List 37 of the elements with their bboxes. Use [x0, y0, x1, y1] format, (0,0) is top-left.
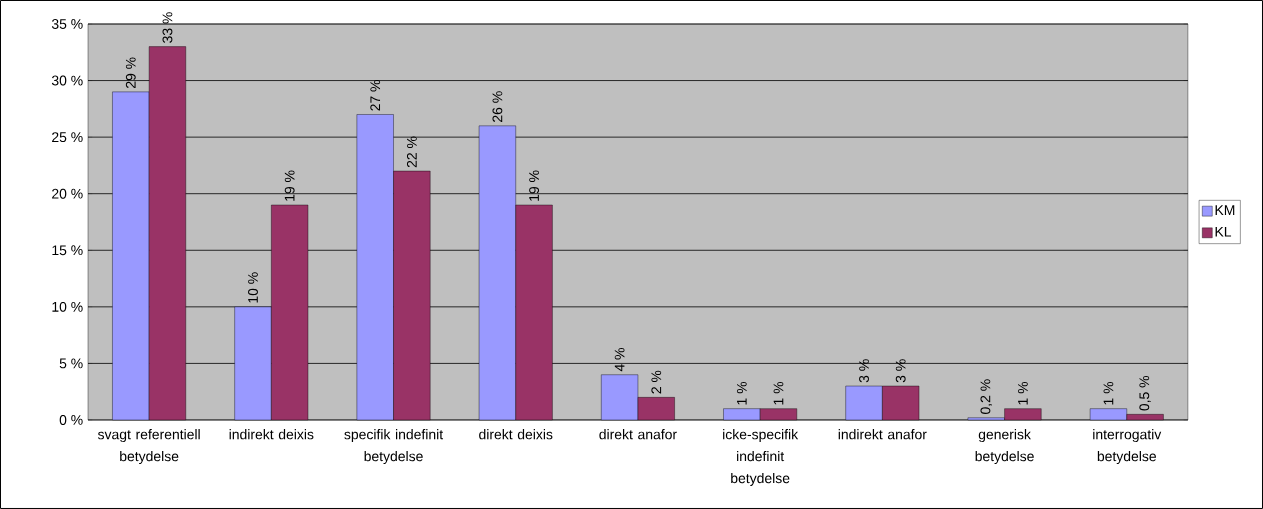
data-label: 10 % [248, 272, 258, 303]
x-tick-label: interrogativ betydelse [1093, 429, 1162, 464]
x-tick-label: generisk betydelse [975, 429, 1034, 464]
y-tick-label: 10 % [52, 301, 83, 312]
data-label: 19 % [284, 170, 295, 201]
x-tick-label: indirekt deixis [229, 429, 314, 440]
x-tick-label: specifik indefinit betydelse [344, 429, 444, 464]
data-label: 27 % [370, 80, 381, 111]
y-tick-label: 0 % [59, 415, 83, 425]
y-tick-label: 15 % [52, 245, 83, 256]
y-tick-label: 20 % [52, 188, 83, 199]
data-label: 3 % [859, 359, 869, 383]
data-label: 19 % [529, 170, 540, 201]
data-label: 0,5 % [1139, 375, 1151, 411]
data-label: 0,2 % [980, 379, 992, 414]
legend-label: KM [1215, 205, 1235, 215]
y-tick-label: 30 % [51, 75, 83, 86]
data-label: 22 % [406, 136, 417, 168]
y-tick-label: 25 % [52, 132, 83, 143]
y-tick-label: 5 % [59, 358, 83, 369]
data-label: 1 % [1018, 381, 1028, 405]
data-label: 4 % [614, 348, 625, 372]
data-label: 1 % [1103, 381, 1114, 405]
legend-label: KL [1215, 226, 1232, 237]
data-label: 33 % [162, 12, 173, 43]
data-label: 26 % [492, 91, 503, 122]
data-label: 29 % [125, 57, 136, 88]
x-tick-label: icke-specifik indefinit betydelse [723, 429, 799, 486]
data-label: 3 % [895, 359, 906, 383]
data-label: 2 % [651, 370, 662, 394]
x-tick-label: direkt deixis [479, 429, 553, 440]
x-tick-label: direkt anafor [599, 429, 677, 440]
data-label: 1 % [773, 381, 784, 405]
x-tick-label: indirekt anafor [838, 429, 927, 440]
x-tick-label: svagt referentiell betydelse [97, 429, 200, 464]
data-label: 1 % [736, 381, 747, 405]
y-tick-label: 35 % [51, 19, 83, 29]
